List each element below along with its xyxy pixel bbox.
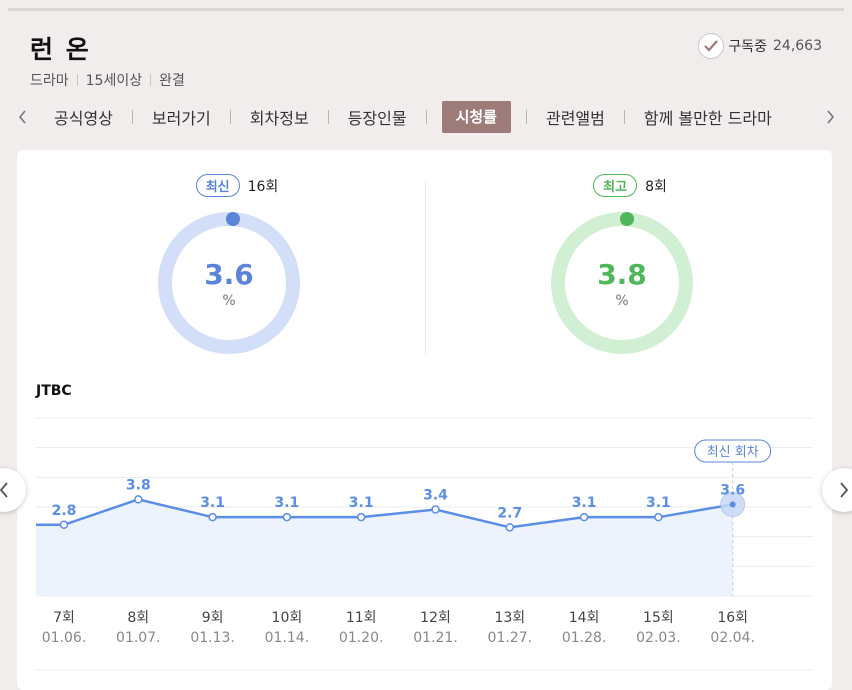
data-label: 3.1 (646, 495, 671, 511)
highest-donut-marker (620, 212, 634, 226)
tab-3[interactable]: 등장인물 (347, 109, 407, 128)
ratings-line-chart: 2.8 7회 01.06. 3.8 8회 01.07. 3.1 9회 01.13. 3.1 10회 0… (36, 417, 813, 671)
data-point (431, 505, 440, 514)
tab-5[interactable]: 관련앨범 (545, 109, 605, 128)
subscriber-count: 24,663 (773, 38, 822, 54)
latest-badge: 최신 (195, 174, 240, 197)
tab-4[interactable]: 시청률 (441, 101, 511, 133)
latest-data-point (729, 501, 736, 508)
x-tick-date: 01.28. (562, 630, 607, 646)
tab-0[interactable]: 공식영상 (54, 109, 113, 128)
x-tick-episode: 16회 (717, 610, 748, 626)
chevron-right-icon (840, 482, 849, 498)
x-tick-episode: 7회 (53, 610, 75, 626)
x-tick-date: 01.07. (116, 630, 161, 646)
data-label: 3.1 (274, 495, 299, 511)
tab-separator (623, 110, 625, 124)
highest-episode: 8회 (645, 178, 667, 195)
latest-rating-value: 3.6 (204, 258, 254, 291)
highest-rating-unit: % (615, 293, 629, 309)
status-text: 완결 (159, 73, 185, 89)
data-point (282, 512, 292, 522)
genre-text: 드라마 (30, 73, 69, 89)
tab-separator (327, 110, 329, 124)
tab-6[interactable]: 함께 볼만한 드라마 (643, 109, 772, 128)
x-tick-date: 01.21. (413, 630, 458, 646)
show-meta: 드라마 15세이상 완결 (30, 70, 185, 90)
chart-area-fill (36, 499, 733, 596)
x-tick-episode: 9회 (202, 610, 224, 626)
x-tick-date: 01.27. (488, 630, 533, 646)
data-point (134, 495, 143, 504)
chevron-right-icon (826, 110, 834, 124)
data-label: 3.1 (572, 495, 597, 511)
tab-2[interactable]: 회차정보 (249, 109, 309, 128)
data-point (579, 512, 589, 522)
chevron-left-icon (0, 482, 8, 498)
ratings-card: 최신 16회 3.6 % 최고 8회 3.8 % JTBC 2.8 7회 01.06… (17, 150, 832, 690)
data-label: 2.8 (52, 503, 77, 519)
tab-prev-button[interactable] (10, 104, 34, 130)
data-point (59, 520, 69, 530)
x-tick-episode: 11회 (346, 610, 377, 626)
highest-rating-panel: 최고 8회 3.8 % (430, 170, 830, 360)
data-label: 3.1 (349, 495, 374, 511)
data-label: 3.1 (200, 495, 225, 511)
tab-1[interactable]: 보러가기 (151, 109, 211, 128)
network-label: JTBC (36, 383, 72, 399)
latest-episode-tag-label: 최신 회차 (707, 445, 759, 460)
tab-separator (425, 110, 427, 124)
panel-divider (425, 182, 426, 354)
chevron-left-icon (18, 110, 26, 124)
x-tick-date: 01.13. (190, 630, 235, 646)
x-tick-date: 01.06. (42, 630, 87, 646)
latest-rating-unit: % (222, 293, 236, 309)
latest-donut-graphic (158, 212, 300, 354)
latest-donut-marker (226, 212, 240, 226)
x-tick-episode: 8회 (127, 610, 149, 626)
x-tick-episode: 14회 (569, 610, 600, 626)
data-point (654, 512, 663, 522)
tab-next-button[interactable] (818, 104, 842, 130)
latest-episode-tag (694, 439, 772, 463)
x-tick-date: 02.03. (636, 630, 681, 646)
highest-badge: 최고 (593, 174, 638, 197)
data-label: 3.6 (720, 482, 745, 498)
latest-rating-donut: 3.6 % (156, 210, 302, 356)
next-section-button[interactable] (822, 468, 852, 512)
x-tick-episode: 13회 (494, 610, 525, 626)
meta-divider (150, 74, 152, 86)
data-label: 3.4 (423, 488, 448, 504)
x-tick-date: 01.20. (339, 630, 384, 646)
subscribe-label: 구독중 (728, 39, 767, 55)
highest-rating-value: 3.8 (597, 258, 647, 291)
data-point (208, 512, 217, 522)
highest-rating-donut: 3.8 % (549, 210, 695, 356)
latest-episode: 16회 (247, 178, 279, 195)
show-title: 런 온 (30, 35, 91, 64)
x-tick-date: 01.14. (265, 630, 310, 646)
x-tick-episode: 15회 (643, 610, 674, 626)
tab-strip: 공식영상 보러가기 회차정보 등장인물 시청률 관련앨범 함께 볼만한 드라마 (50, 100, 808, 134)
check-icon (698, 33, 725, 59)
x-tick-episode: 10회 (272, 610, 303, 626)
age-rating-text: 15세이상 (85, 73, 143, 89)
subscribe-button[interactable]: 구독중 24,663 (698, 33, 822, 59)
x-tick-episode: 12회 (420, 610, 451, 626)
latest-rating-panel: 최신 16회 3.6 % (37, 170, 437, 360)
data-label: 2.7 (497, 505, 522, 521)
top-border (8, 8, 844, 11)
highest-donut-graphic (551, 212, 693, 354)
meta-divider (76, 74, 78, 86)
tab-separator (525, 110, 527, 124)
tab-separator (131, 110, 133, 124)
data-label: 3.8 (126, 477, 151, 493)
tab-bar: 공식영상 보러가기 회차정보 등장인물 시청률 관련앨범 함께 볼만한 드라마 (10, 100, 842, 134)
data-point (356, 512, 366, 522)
data-point (505, 523, 515, 532)
tab-separator (229, 110, 231, 124)
x-tick-date: 02.04. (710, 630, 755, 646)
